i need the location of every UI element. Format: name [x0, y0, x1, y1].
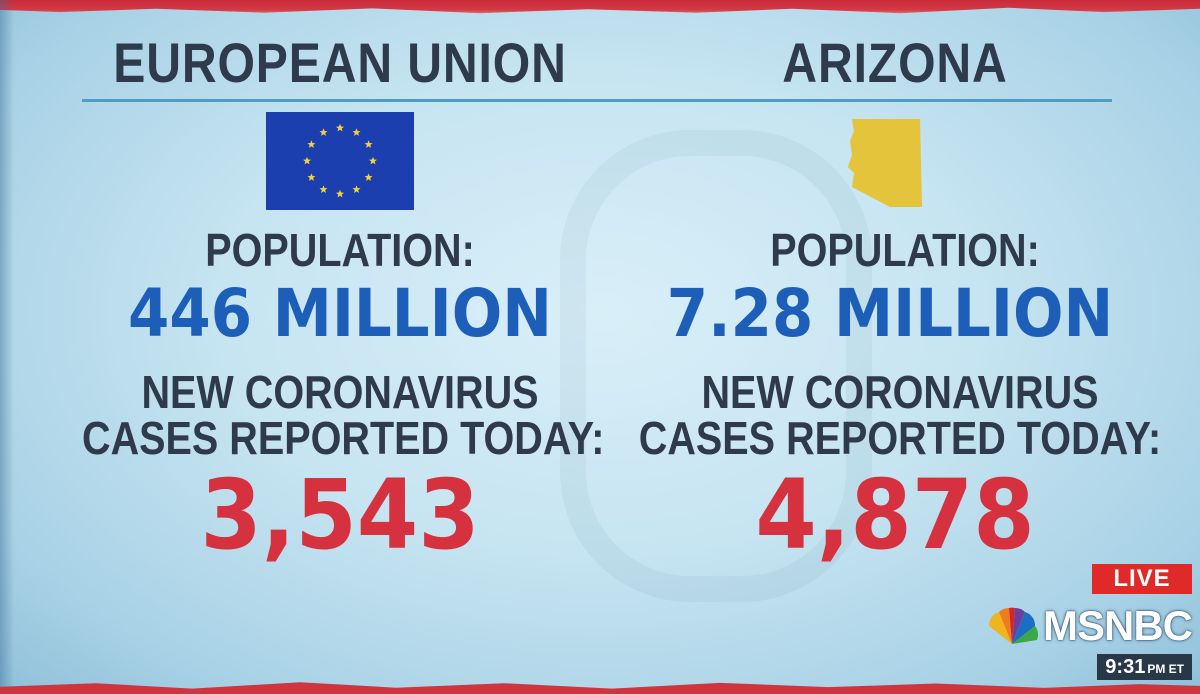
top-torn-edge — [0, 0, 1200, 14]
network-name: MSNBC — [1043, 602, 1193, 649]
eu-star — [352, 128, 361, 136]
arizona-map-icon — [846, 111, 926, 211]
eu-star — [319, 128, 328, 136]
eu-star — [307, 173, 316, 181]
az-population-label-wrap: POPULATION: — [575, 226, 1200, 274]
eu-flag-svg — [266, 112, 414, 210]
eu-cases-label-line1: NEW CORONAVIRUS — [141, 366, 539, 418]
az-population-value: 7.28 MILLION — [666, 275, 1114, 352]
eu-population-value: 446 MILLION — [128, 275, 552, 352]
arizona-column: ARIZONA — [565, 20, 1200, 96]
time-suffix: PM ET — [1147, 662, 1184, 676]
eu-cases-label-line2-wrap: CASES REPORTED TODAY: — [40, 414, 640, 462]
eu-cases-label-line2: CASES REPORTED TODAY: — [82, 412, 605, 464]
eu-population-value-wrap: 446 MILLION — [40, 276, 640, 352]
european-union-title: EUROPEAN UNION — [113, 31, 567, 94]
eu-star — [319, 185, 328, 193]
eu-star — [369, 156, 377, 165]
az-population-label: POPULATION: — [770, 224, 1040, 276]
az-cases-label-line2-wrap: CASES REPORTED TODAY: — [570, 414, 1200, 462]
eu-cases-value: 3,543 — [200, 459, 480, 571]
az-cases-label-line1-wrap: NEW CORONAVIRUS — [570, 368, 1200, 416]
arizona-map-svg — [848, 119, 922, 207]
az-cases-label-line1: NEW CORONAVIRUS — [701, 366, 1099, 418]
bottom-torn-edge — [0, 682, 1200, 694]
az-cases-value-wrap: 4,878 — [565, 463, 1200, 567]
eu-star — [364, 173, 373, 181]
az-population-value-wrap: 7.28 MILLION — [560, 276, 1200, 352]
screen-left-edge — [0, 0, 14, 694]
eu-star — [303, 156, 311, 165]
az-cases-label-line2: CASES REPORTED TODAY: — [638, 412, 1162, 464]
eu-star — [364, 140, 373, 148]
eu-population-label-wrap: POPULATION: — [40, 226, 640, 274]
az-cases-value: 4,878 — [755, 459, 1035, 571]
eu-population-label: POPULATION: — [205, 224, 475, 276]
header-divider — [82, 99, 1112, 102]
european-union-column: EUROPEAN UNION — [40, 20, 640, 96]
peacock-icon — [988, 607, 1039, 644]
eu-cases-label-line1-wrap: NEW CORONAVIRUS — [40, 368, 640, 416]
eu-cases-value-wrap: 3,543 — [40, 463, 640, 567]
time-value: 9:31 — [1105, 656, 1146, 678]
eu-flag-icon — [266, 112, 414, 210]
eu-star — [352, 185, 361, 193]
time-display: 9:31 PM ET — [1097, 654, 1192, 680]
arizona-title: ARIZONA — [782, 31, 1008, 94]
eu-star — [336, 189, 344, 198]
network-logo: MSNBC — [985, 602, 1193, 650]
live-badge: LIVE — [1092, 564, 1192, 594]
eu-star — [336, 123, 344, 132]
network-bug: LIVE MSNBC 9:31 PM ET — [954, 564, 1194, 684]
eu-star — [307, 140, 316, 148]
